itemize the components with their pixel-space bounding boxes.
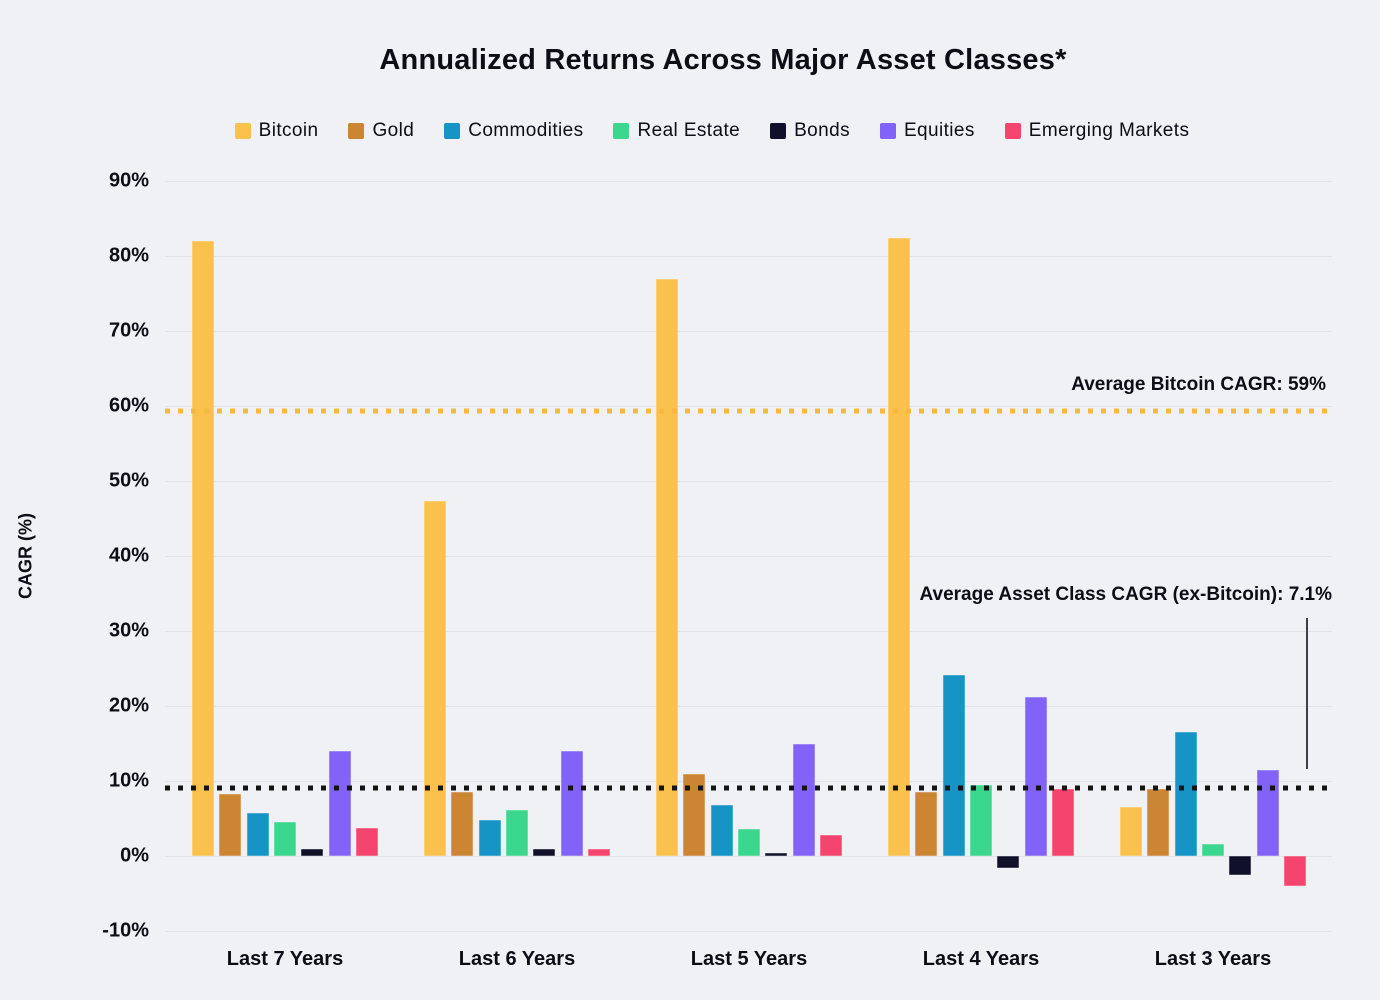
legend-label-equities: Equities (903, 120, 975, 141)
legend: Bitcoin Gold Commodities Real Estate Bonds Eq… (0, 120, 1380, 142)
bar-emerging-markets-last-3-years (1283, 856, 1306, 886)
gridline-80: 80% (109, 245, 1332, 267)
legend-item-real-estate: Real Estate (613, 120, 740, 142)
bar-commodities-last-4-years (942, 675, 965, 856)
bar-real-estate-last-6-years (506, 809, 528, 856)
chart-title: Annualized Returns Across Major Asset Cl… (379, 44, 1067, 76)
x-tick-label-last-7-years: Last 7 Years (226, 948, 344, 970)
bar-bitcoin-last-6-years (424, 500, 447, 856)
legend-swatch-emerging-markets (1004, 123, 1021, 139)
bar-commodities-last-7-years (246, 812, 269, 856)
bar-bonds-last-3-years (1229, 856, 1252, 875)
y-tick-label-90: 90% (108, 169, 149, 192)
reference-line-ex-bitcoin-average (165, 785, 1332, 791)
bar-real-estate-last-3-years (1202, 844, 1224, 856)
bar-equities-last-5-years (792, 743, 815, 856)
y-tick-label-50: 50% (108, 469, 149, 492)
gridline-50: 50% (109, 470, 1332, 492)
x-axis: Last 7 Years Last 6 Years Last 5 Years Last… (165, 948, 1332, 978)
x-tick-label-last-3-years: Last 3 Years (1154, 948, 1272, 970)
gridline-90: 90% (109, 170, 1332, 192)
bar-equities-last-7-years (328, 751, 351, 856)
legend-swatch-equities (879, 123, 896, 139)
x-tick-label-last-6-years: Last 6 Years (458, 948, 576, 970)
y-tick-label-10: 10% (108, 769, 149, 792)
bar-real-estate-last-4-years (970, 784, 992, 856)
gridline-40: 40% (109, 545, 1332, 567)
bar-emerging-markets-last-5-years (819, 835, 842, 856)
legend-label-bitcoin: Bitcoin (258, 120, 319, 141)
pointer-line-ex-bitcoin-average (1306, 618, 1308, 769)
bar-equities-last-6-years (560, 751, 583, 856)
bar-commodities-last-3-years (1174, 732, 1197, 856)
gridline-30: 30% (109, 620, 1332, 642)
legend-label-emerging-markets: Emerging Markets (1028, 120, 1190, 141)
bar-commodities-last-5-years (710, 805, 733, 856)
legend-item-equities: Equities (879, 120, 975, 142)
x-tick-label-last-5-years: Last 5 Years (690, 948, 808, 970)
legend-label-commodities: Commodities (468, 120, 584, 141)
reference-label-bitcoin-average: Average Bitcoin CAGR: 59% (1071, 374, 1326, 396)
legend-item-gold: Gold (348, 120, 414, 142)
gridline-10: 10% (109, 770, 1332, 792)
x-tick-label-last-4-years: Last 4 Years (922, 948, 1040, 970)
y-tick-label--10: -10% (102, 919, 149, 942)
bar-emerging-markets-last-6-years (587, 848, 610, 856)
bar-equities-last-4-years (1024, 697, 1047, 856)
gridline-0: 0% (120, 845, 1332, 867)
bar-bonds-last-4-years (997, 856, 1020, 868)
reference-label-ex-bitcoin-average: Average Asset Class CAGR (ex-Bitcoin): 7… (919, 584, 1333, 605)
bar-emerging-markets-last-7-years (355, 828, 378, 856)
bar-bonds-last-6-years (533, 848, 556, 856)
legend-swatch-gold (348, 123, 365, 139)
y-tick-label-20: 20% (108, 694, 149, 717)
legend-label-bonds: Bonds (794, 120, 850, 141)
plot-area: 90% 80% 70% 60% 50% 40% 30% 20% 10% 0% -10% Average… (102, 170, 1333, 942)
legend-item-commodities: Commodities (444, 120, 583, 142)
y-tick-label-30: 30% (108, 619, 149, 642)
bar-gold-last-5-years (683, 773, 706, 856)
legend-item-bonds: Bonds (770, 120, 850, 142)
bar-equities-last-3-years (1256, 769, 1279, 856)
bar-bitcoin-last-4-years (888, 238, 911, 856)
bar-gold-last-3-years (1147, 789, 1170, 856)
y-tick-label-40: 40% (108, 544, 149, 567)
legend-swatch-bitcoin (234, 123, 251, 139)
legend-swatch-real-estate (613, 123, 630, 139)
bar-emerging-markets-last-4-years (1051, 789, 1074, 856)
legend-label-real-estate: Real Estate (637, 120, 741, 141)
bar-gold-last-7-years (219, 793, 242, 856)
bar-bonds-last-7-years (301, 848, 324, 856)
reference-line-bitcoin-average (165, 408, 1332, 414)
y-tick-label-80: 80% (108, 244, 149, 267)
legend-item-bitcoin: Bitcoin (234, 120, 319, 142)
legend-swatch-bonds (770, 123, 787, 139)
y-axis-label: CAGR (%) (15, 513, 36, 599)
bar-bitcoin-last-3-years (1120, 806, 1143, 856)
y-tick-label-60: 60% (108, 394, 149, 417)
bar-bonds-last-5-years (765, 853, 788, 856)
legend-label-gold: Gold (372, 120, 415, 141)
bar-gold-last-6-years (451, 792, 474, 856)
legend-swatch-commodities (444, 123, 461, 139)
bar-gold-last-4-years (915, 791, 938, 856)
gridline-60: 60% (109, 395, 1332, 417)
bar-real-estate-last-5-years (738, 829, 760, 856)
bar-bitcoin-last-5-years (656, 278, 679, 856)
gridline--10: -10% (102, 920, 1332, 942)
y-tick-label-70: 70% (108, 319, 149, 342)
bar-commodities-last-6-years (478, 820, 501, 856)
gridline-70: 70% (109, 320, 1332, 342)
gridline-20: 20% (109, 695, 1332, 717)
y-tick-label-0: 0% (120, 844, 149, 867)
bar-bitcoin-last-7-years (192, 241, 215, 856)
bar-real-estate-last-7-years (274, 822, 296, 856)
legend-item-emerging-markets: Emerging Markets (1004, 120, 1190, 142)
